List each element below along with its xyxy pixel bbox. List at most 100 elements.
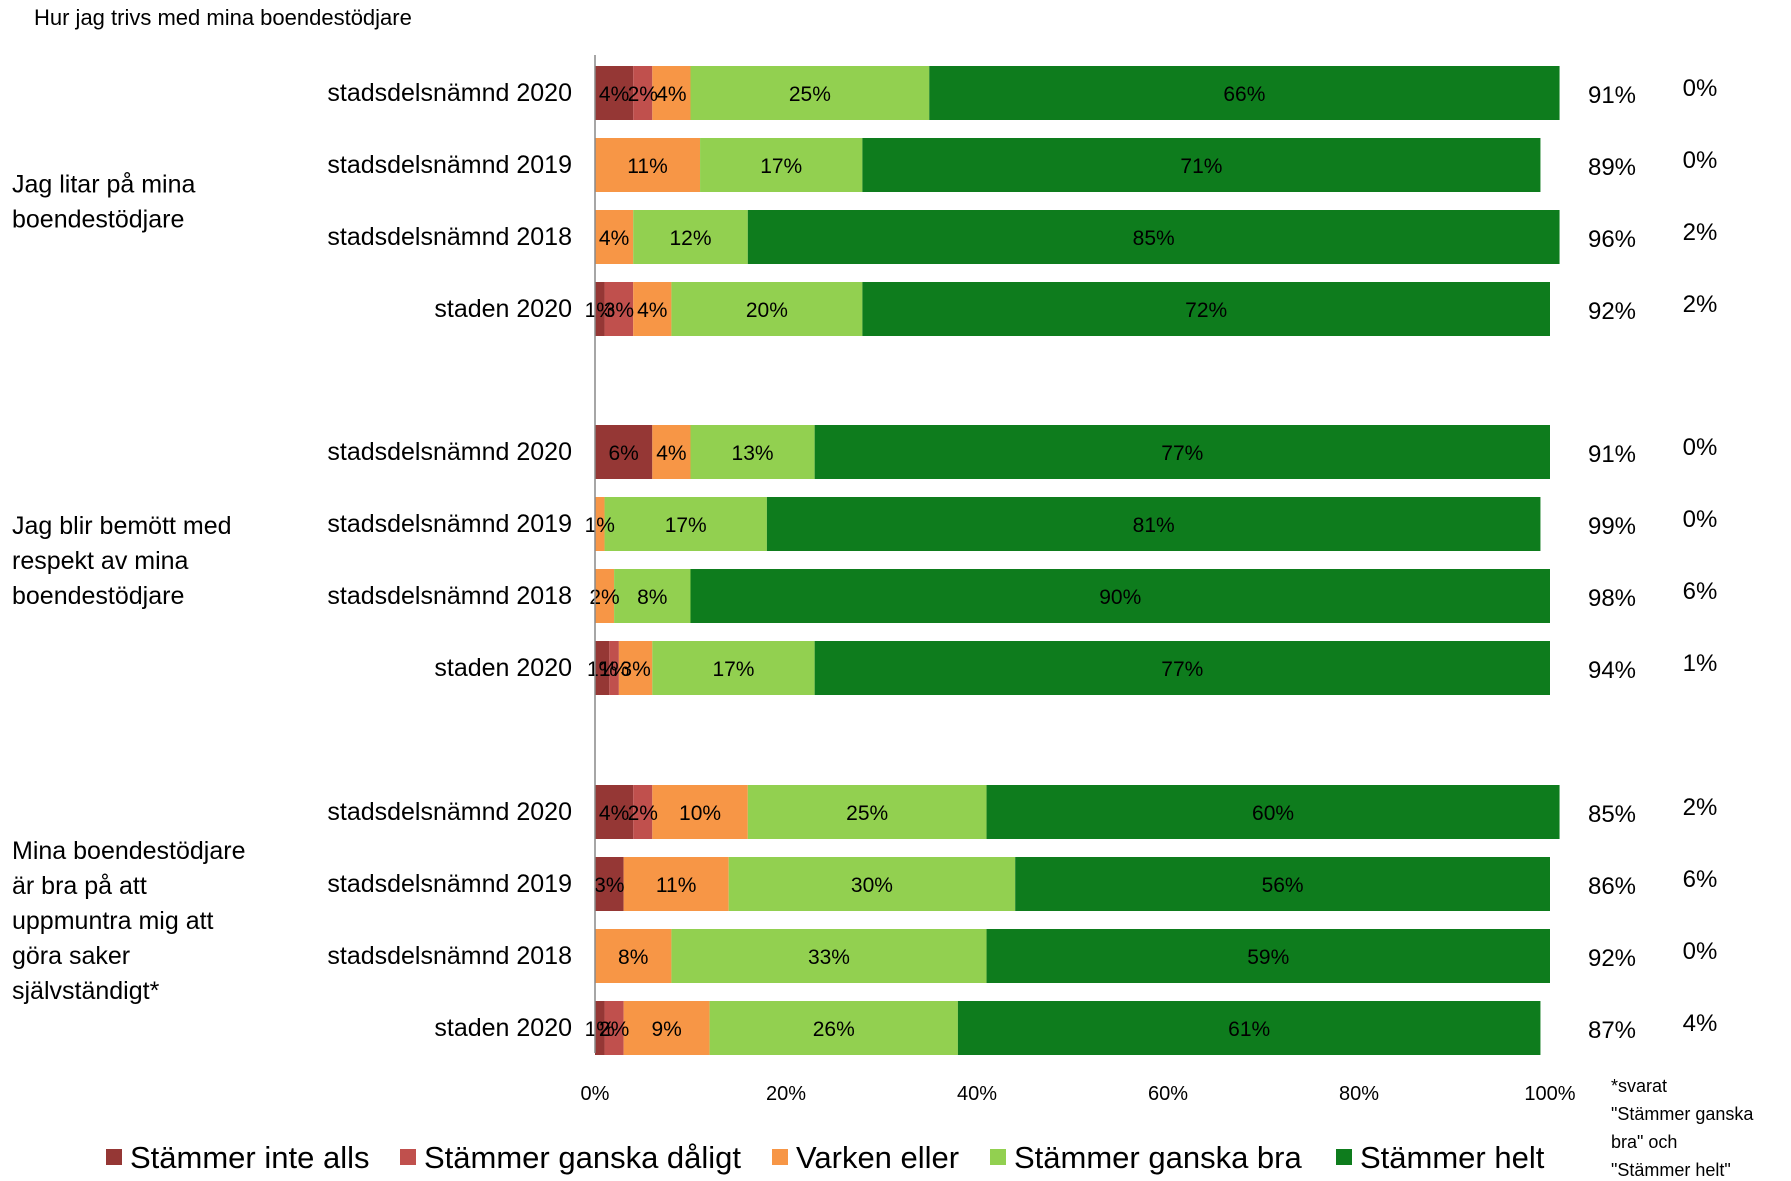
row-label: staden 2020	[434, 295, 572, 323]
data-label: 3%	[620, 658, 650, 681]
bar-segment-stämmer-helt	[690, 569, 1550, 623]
extra-percentage: 6%	[1683, 866, 1718, 893]
chart-title: Hur jag trivs med mina boendestödjare	[34, 5, 412, 30]
extra-percentage: 6%	[1683, 578, 1718, 605]
row-label: stadsdelsnämnd 2019	[327, 510, 572, 538]
bar-segment-stämmer-helt	[814, 641, 1550, 695]
data-label: 2%	[589, 586, 619, 609]
data-label: 13%	[732, 442, 774, 465]
extra-percentage: 0%	[1683, 75, 1718, 102]
data-label: 81%	[1133, 514, 1175, 537]
bar-segment-stämmer-inte-alls	[595, 857, 624, 911]
bar-segment-varken-eller	[623, 1001, 710, 1055]
group-label-line: är bra på att	[12, 872, 147, 900]
data-label: 1%	[585, 514, 615, 537]
data-label: 17%	[760, 155, 802, 178]
bar-segment-stämmer-helt	[747, 210, 1560, 264]
bar-segment-varken-eller	[633, 282, 672, 336]
bar-segment-stämmer-ganska-dåligt	[633, 785, 653, 839]
data-label: 60%	[1252, 802, 1294, 825]
extra-percentage: 2%	[1683, 291, 1718, 318]
data-label: 85%	[1133, 227, 1175, 250]
footnote-line: "Stämmer helt"	[1611, 1160, 1731, 1176]
legend-label: Stämmer ganska dåligt	[424, 1140, 741, 1175]
bar-segment-stämmer-inte-alls	[595, 425, 653, 479]
row-label: stadsdelsnämnd 2020	[327, 438, 572, 466]
data-label: 66%	[1223, 83, 1265, 106]
bar-segment-stämmer-ganska-bra	[671, 282, 863, 336]
total-percentage: 99%	[1588, 513, 1636, 540]
bar-segment-stämmer-helt	[957, 1001, 1541, 1055]
footnote-line: bra" och	[1611, 1132, 1677, 1152]
row-label: stadsdelsnämnd 2018	[327, 942, 572, 970]
bar-segment-stämmer-helt	[986, 785, 1560, 839]
data-label: 72%	[1185, 299, 1227, 322]
group-label-line: boendestödjare	[12, 582, 184, 610]
legend-label: Stämmer inte alls	[130, 1140, 369, 1175]
data-label: 4%	[656, 442, 686, 465]
total-percentage: 94%	[1588, 657, 1636, 684]
data-label: 11%	[627, 155, 667, 178]
bar-segment-stämmer-ganska-bra	[747, 785, 987, 839]
bar-segment-varken-eller	[595, 138, 701, 192]
total-percentage: 92%	[1588, 945, 1636, 972]
row-label: staden 2020	[434, 654, 572, 682]
data-label: 8%	[618, 946, 648, 969]
bar-segment-stämmer-ganska-bra	[700, 138, 863, 192]
total-percentage: 85%	[1588, 801, 1636, 828]
bar-segment-stämmer-helt	[1015, 857, 1550, 911]
data-label: 4%	[599, 227, 629, 250]
group-label-line: Mina boendestödjare	[12, 837, 246, 865]
x-tick-label: 0%	[581, 1083, 610, 1105]
extra-percentage: 2%	[1683, 219, 1718, 246]
bar-segment-stämmer-inte-alls	[595, 785, 634, 839]
legend-label: Stämmer ganska bra	[1014, 1140, 1302, 1175]
extra-percentage: 0%	[1683, 506, 1718, 533]
data-label: 30%	[851, 874, 893, 897]
row-label: stadsdelsnämnd 2019	[327, 870, 572, 898]
bar-segment-stämmer-ganska-bra	[633, 210, 748, 264]
extra-percentage: 4%	[1683, 1010, 1718, 1037]
extra-percentage: 0%	[1683, 434, 1718, 461]
data-label: 9%	[651, 1018, 681, 1041]
extra-percentage: 1%	[1683, 650, 1718, 677]
data-label: 2%	[628, 83, 658, 106]
total-percentage: 96%	[1588, 226, 1636, 253]
x-tick-label: 20%	[766, 1083, 806, 1105]
data-label: 61%	[1228, 1018, 1270, 1041]
row-label: stadsdelsnämnd 2020	[327, 798, 572, 826]
data-label: 17%	[665, 514, 707, 537]
bar-segment-stämmer-helt	[862, 138, 1541, 192]
legend-swatch	[772, 1149, 788, 1165]
legend-swatch	[990, 1149, 1006, 1165]
data-label: 4%	[656, 83, 686, 106]
data-label: 25%	[789, 83, 831, 106]
total-percentage: 89%	[1588, 154, 1636, 181]
group-label-line: Jag blir bemött med	[12, 512, 232, 540]
bar-segment-stämmer-ganska-bra	[614, 569, 691, 623]
data-label: 12%	[669, 227, 711, 250]
data-label: 1%	[585, 1018, 615, 1041]
group-label-line: göra saker	[12, 942, 130, 970]
bar-segment-stämmer-inte-alls	[595, 282, 605, 336]
legend-label: Varken eller	[796, 1140, 959, 1175]
group-label-line: respekt av mina	[12, 547, 189, 575]
data-label: 26%	[813, 1018, 855, 1041]
data-label: 10%	[679, 802, 721, 825]
total-percentage: 87%	[1588, 1017, 1636, 1044]
data-label: 77%	[1161, 442, 1203, 465]
data-label: 1%	[585, 299, 615, 322]
footnote-line: *svarat	[1611, 1076, 1667, 1096]
bar-segment-stämmer-ganska-bra	[690, 425, 815, 479]
x-tick-label: 40%	[957, 1083, 997, 1105]
x-tick-label: 100%	[1524, 1083, 1575, 1105]
total-percentage: 91%	[1588, 82, 1636, 109]
row-label: staden 2020	[434, 1014, 572, 1042]
bar-segment-stämmer-inte-alls	[595, 1001, 605, 1055]
bar-segment-stämmer-ganska-dåligt	[604, 282, 634, 336]
row-label: stadsdelsnämnd 2019	[327, 151, 572, 179]
data-label: 4%	[637, 299, 667, 322]
data-label: 20%	[746, 299, 788, 322]
group-label-line: självständigt*	[12, 977, 160, 1005]
